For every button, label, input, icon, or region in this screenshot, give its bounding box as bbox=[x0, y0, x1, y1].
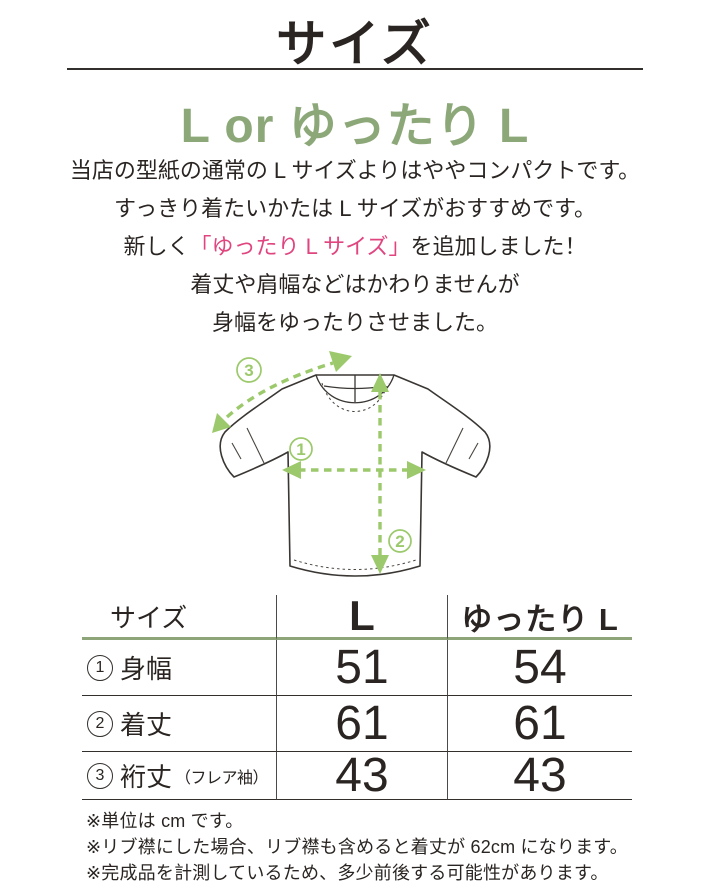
circled-number-3: 3 bbox=[87, 762, 113, 789]
row-label-body-width: 1 身幅 bbox=[82, 640, 276, 696]
intro-line-2: すっきり着たいかたは L サイズがおすすめです。 bbox=[114, 196, 596, 221]
footnote-rib-collar: ※リブ襟にした場合、リブ襟も含めると着丈が 62cm になります。 bbox=[86, 837, 628, 857]
loose-l-highlight: 「ゆったり L サイズ」 bbox=[189, 234, 411, 259]
body-width-arrowhead-left bbox=[282, 461, 301, 479]
marker-3-number: 3 bbox=[244, 361, 253, 380]
body-width-arrowhead-right bbox=[407, 461, 426, 479]
row-label-text: 身幅 bbox=[120, 654, 173, 684]
tshirt-outline bbox=[219, 374, 491, 577]
row-label-body-length: 2 着丈 bbox=[82, 696, 276, 752]
intro-line-1: 当店の型紙の通常の L サイズよりはややコンパクトです。 bbox=[69, 158, 641, 183]
table-header-size: サイズ bbox=[82, 595, 276, 640]
front-neckline bbox=[315, 374, 395, 404]
cell-sleeve-length-loose-l: 43 bbox=[447, 749, 632, 802]
body-length-arrowhead-top bbox=[371, 373, 389, 392]
table-header-loose-l: ゆったり L bbox=[447, 595, 632, 640]
left-sleeve-fold-lines bbox=[231, 427, 265, 464]
row-label-note: （フレア袖） bbox=[175, 769, 269, 787]
page-title: サイズ bbox=[276, 16, 434, 72]
right-sleeve-fold-lines bbox=[445, 427, 479, 464]
neckline-stitch-line bbox=[321, 382, 389, 412]
size-table: サイズ L ゆったり L 1 身幅 51 54 2 着丈 61 61 3 裄丈 … bbox=[82, 592, 632, 802]
cell-body-width-loose-l: 54 bbox=[447, 640, 632, 696]
intro-line-4: 着丈や肩幅などはかわりませんが bbox=[190, 272, 520, 297]
row-label-text: 裄丈 bbox=[120, 762, 173, 792]
footnotes: ※単位は cm です。 ※リブ襟にした場合、リブ襟も含めると着丈が 62cm に… bbox=[86, 808, 628, 886]
sleeve-length-arrowhead-top bbox=[329, 351, 352, 372]
intro-text: 当店の型紙の通常の L サイズよりはややコンパクトです。 すっきり着たいかたは … bbox=[0, 152, 710, 342]
sleeve-length-arrowhead-bottom bbox=[212, 413, 231, 433]
tshirt-measurement-diagram: 1 2 3 bbox=[212, 351, 491, 577]
body-length-arrowhead-bottom bbox=[371, 555, 389, 574]
marker-2-number: 2 bbox=[395, 532, 404, 551]
intro-line-5: 身幅をゆったりさせました。 bbox=[211, 310, 498, 335]
intro-line-3-prefix: 新しく bbox=[123, 234, 190, 259]
circled-number-1: 1 bbox=[87, 654, 113, 681]
sleeve-length-arrow bbox=[225, 361, 334, 419]
cell-body-width-l: 51 bbox=[276, 640, 447, 696]
marker-2-circle bbox=[388, 529, 412, 553]
cell-sleeve-length-l: 43 bbox=[276, 749, 447, 802]
cell-body-length-loose-l: 61 bbox=[447, 696, 632, 752]
circled-number-2: 2 bbox=[87, 710, 113, 737]
marker-3-circle bbox=[236, 357, 262, 383]
table-header-l: L bbox=[276, 592, 447, 640]
hem-stitch-line bbox=[293, 559, 417, 570]
footnote-measurement: ※完成品を計測しているため、多少前後する可能性があります。 bbox=[86, 863, 609, 883]
marker-1-circle bbox=[289, 437, 313, 461]
marker-1-number: 1 bbox=[296, 440, 305, 459]
intro-line-3-suffix: を追加しました！ bbox=[410, 234, 587, 259]
row-label-sleeve-length: 3 裄丈 （フレア袖） bbox=[82, 752, 276, 800]
title-divider bbox=[67, 68, 643, 70]
size-option-heading: L or ゆったり L bbox=[180, 100, 530, 153]
intro-line-3: 新しく「ゆったり L サイズ」を追加しました！ bbox=[0, 228, 710, 266]
row-label-text: 着丈 bbox=[120, 710, 173, 740]
footnote-unit: ※単位は cm です。 bbox=[86, 811, 244, 831]
cell-body-length-l: 61 bbox=[276, 696, 447, 752]
